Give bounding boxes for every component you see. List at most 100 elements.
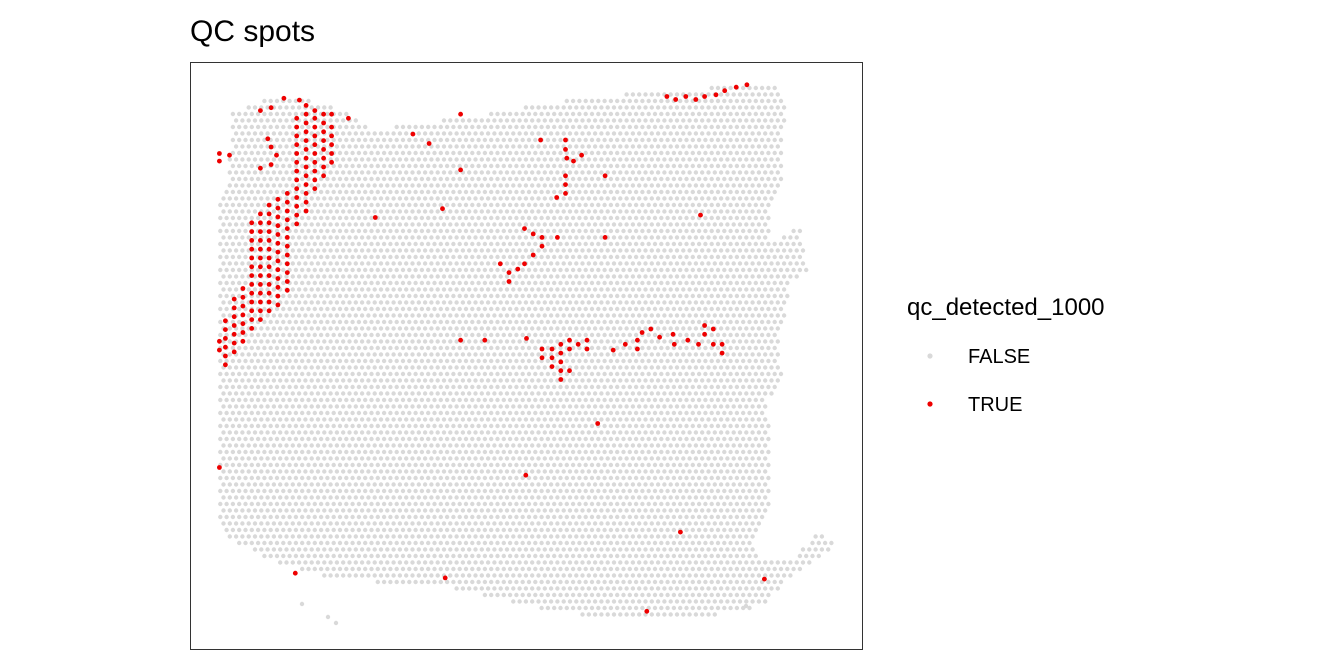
false-spot-point-4085 [596, 397, 601, 403]
false-spot-point-3676 [262, 371, 267, 377]
false-spot-point-2356 [435, 274, 440, 279]
false-spot-point-3246 [359, 339, 365, 344]
false-spot-point-3967 [410, 391, 415, 396]
false-spot-point-3347 [432, 345, 437, 351]
false-spot-point-1863 [262, 241, 267, 247]
false-spot-point-4587 [463, 436, 469, 442]
false-spot-point-3619 [467, 365, 472, 370]
false-spot-point-2225 [788, 261, 793, 266]
false-spot-point-4349 [618, 417, 623, 422]
false-spot-point-3663 [744, 365, 749, 370]
false-spot-point-1570 [652, 215, 658, 221]
false-spot-point-78 [778, 98, 784, 104]
false-spot-point-4326 [473, 417, 478, 422]
false-spot-point-540 [265, 144, 270, 149]
false-spot-point-1366 [470, 202, 475, 208]
false-spot-point-4884 [681, 456, 686, 461]
false-spot-point-2399 [706, 274, 711, 279]
false-spot-point-3846 [769, 378, 774, 383]
false-spot-point-4990 [246, 469, 251, 474]
false-spot-point-75 [759, 98, 765, 104]
false-spot-point-1680 [243, 228, 248, 234]
false-spot-point-3808 [530, 378, 535, 383]
false-spot-point-4463 [233, 430, 239, 435]
false-spot-point-2277 [526, 267, 532, 273]
false-spot-point-4777 [558, 449, 563, 455]
false-spot-point-2004 [567, 248, 573, 253]
false-spot-point-3697 [394, 371, 399, 377]
false-spot-point-3295 [668, 339, 673, 344]
false-spot-point-264 [712, 118, 717, 123]
false-spot-point-2716 [410, 300, 415, 305]
false-spot-point-2291 [615, 267, 620, 273]
false-spot-point-3952 [315, 391, 321, 396]
false-spot-point-2003 [561, 248, 566, 253]
false-spot-point-2252 [369, 267, 374, 273]
false-spot-point-165 [558, 111, 563, 117]
false-spot-point-1348 [356, 202, 362, 208]
false-spot-point-3702 [426, 371, 431, 377]
false-spot-point-1399 [678, 202, 683, 208]
false-spot-point-1943 [766, 241, 771, 247]
false-spot-point-2743 [580, 300, 585, 305]
false-spot-point-4471 [284, 430, 289, 435]
false-spot-point-4382 [274, 423, 280, 429]
false-spot-point-2480 [633, 280, 639, 286]
false-spot-point-3307 [744, 339, 749, 344]
false-spot-point-1760 [747, 228, 752, 234]
false-spot-point-4759 [444, 449, 450, 455]
false-spot-point-2622 [388, 293, 393, 299]
false-spot-point-522 [703, 137, 708, 143]
false-spot-point-3918 [659, 384, 664, 390]
false-spot-point-4903 [249, 462, 254, 468]
false-spot-point-1098 [454, 183, 459, 188]
false-spot-point-1686 [281, 228, 286, 234]
false-spot-point-1668 [718, 222, 724, 227]
false-spot-point-731 [359, 157, 365, 162]
false-spot-point-1978 [404, 248, 409, 253]
false-spot-point-4014 [706, 391, 711, 396]
false-spot-point-2630 [438, 293, 443, 299]
false-spot-point-1722 [507, 228, 513, 234]
false-spot-point-1016 [495, 176, 500, 182]
false-spot-point-2954 [775, 313, 780, 318]
false-spot-point-363 [252, 131, 258, 136]
false-spot-point-871 [690, 163, 695, 169]
false-spot-point-4238 [463, 410, 469, 416]
false-spot-point-3469 [643, 352, 648, 357]
false-spot-point-490 [501, 137, 506, 143]
false-spot-point-1909 [552, 241, 557, 247]
false-spot-point-4163 [542, 404, 547, 409]
false-spot-point-84 [278, 105, 283, 110]
false-spot-point-3491 [218, 358, 223, 364]
false-spot-point-4200 [224, 410, 229, 416]
false-spot-point-2146 [290, 261, 295, 266]
false-spot-point-792 [744, 157, 749, 162]
false-spot-point-376 [334, 131, 340, 136]
false-spot-point-2007 [586, 248, 591, 253]
false-spot-point-1824 [586, 235, 591, 240]
false-spot-point-2130 [772, 254, 777, 260]
false-spot-point-3407 [252, 352, 258, 357]
false-spot-point-1878 [356, 241, 362, 247]
false-spot-point-1087 [385, 183, 390, 188]
false-spot-point-3932 [747, 384, 752, 390]
false-spot-point-4753 [407, 449, 412, 455]
false-spot-point-1189 [470, 189, 475, 195]
false-spot-point-2671 [696, 293, 702, 299]
false-spot-point-3835 [700, 378, 705, 383]
false-spot-point-3754 [753, 371, 758, 377]
false-spot-point-356 [759, 124, 765, 130]
false-spot-point-742 [429, 157, 434, 162]
false-spot-point-104 [592, 105, 598, 110]
false-spot-point-3043 [766, 319, 771, 325]
false-spot-point-2966 [281, 319, 286, 325]
false-spot-point-2012 [618, 248, 623, 253]
false-spot-point-1898 [482, 241, 488, 247]
false-spot-point-3061 [315, 326, 321, 331]
false-spot-point-2853 [703, 306, 708, 312]
false-spot-point-1706 [407, 228, 412, 234]
false-spot-point-3599 [341, 365, 346, 370]
false-spot-point-3821 [611, 378, 617, 383]
false-spot-point-2188 [555, 261, 560, 266]
